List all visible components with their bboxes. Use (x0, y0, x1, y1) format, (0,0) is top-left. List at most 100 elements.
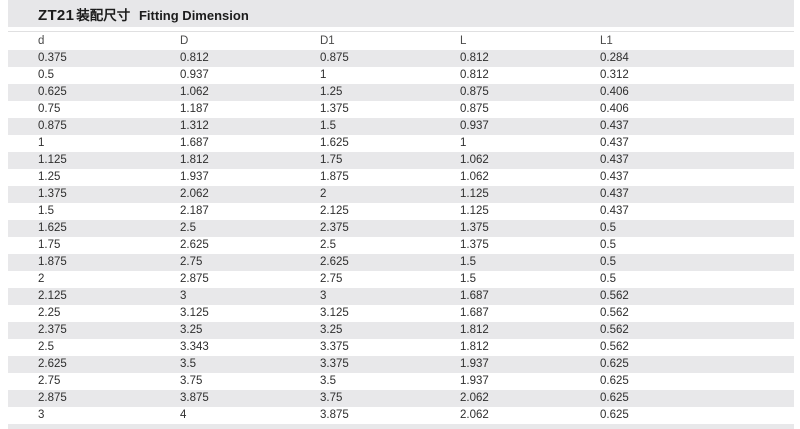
table-row: 1.125 1.812 1.75 1.062 0.437 (8, 152, 794, 169)
table-row: 1.375 2.062 2 1.125 0.437 (8, 186, 794, 203)
cell-D1: 3.875 (320, 409, 349, 421)
cell-d: 0.75 (38, 103, 61, 115)
cell-D: 4 (180, 409, 187, 421)
cell-D1: 3.75 (320, 392, 343, 404)
model-number: ZT21 (38, 6, 75, 24)
cell-L1: 0.5 (600, 239, 616, 251)
cell-L1: 0.406 (600, 86, 629, 98)
cell-D: 2.75 (180, 256, 203, 268)
cell-L1: 0.625 (600, 392, 629, 404)
table-row: 1.875 2.75 2.625 1.5 0.5 (8, 254, 794, 271)
table-row: 0.625 1.062 1.25 0.875 0.406 (8, 84, 794, 101)
table-row: 2 2.875 2.75 1.5 0.5 (8, 271, 794, 288)
cell-D: 2.625 (180, 239, 209, 251)
cell-L: 1.062 (460, 154, 489, 166)
cell-D: 0.937 (180, 69, 209, 81)
cell-d: 0.875 (38, 120, 67, 132)
cell-D: 1.937 (180, 171, 209, 183)
cell-L: 1.687 (460, 290, 489, 302)
table-row: 2.375 3.25 3.25 1.812 0.562 (8, 322, 794, 339)
cell-D: 3.75 (180, 375, 203, 387)
cell-D1: 1 (320, 69, 327, 81)
cell-d: 1 (38, 137, 45, 149)
cell-L1: 0.625 (600, 358, 629, 370)
cell-L1: 0.5 (600, 273, 616, 285)
cell-D: 3 (180, 290, 187, 302)
cell-L: 0.875 (460, 86, 489, 98)
cell-D1: 2.75 (320, 273, 343, 285)
cell-D1: 1.875 (320, 171, 349, 183)
cell-D1: 0.875 (320, 52, 349, 64)
cell-L1: 0.625 (600, 375, 629, 387)
cell-d: 0.375 (38, 52, 67, 64)
cell-d: 1.375 (38, 188, 67, 200)
cell-L: 0.937 (460, 120, 489, 132)
cutoff-next-row-stripe (8, 424, 794, 429)
cell-d: 1.875 (38, 256, 67, 268)
cell-D1: 3.375 (320, 341, 349, 353)
cell-d: 2.5 (38, 341, 54, 353)
cell-L1: 0.562 (600, 341, 629, 353)
cell-L: 1.125 (460, 188, 489, 200)
column-header-L1: L1 (600, 35, 613, 47)
title-band: ZT21 装配尺寸 Fitting Dimension (8, 0, 794, 27)
cell-d: 1.125 (38, 154, 67, 166)
table-row: 1.625 2.5 2.375 1.375 0.5 (8, 220, 794, 237)
table-row: 1 1.687 1.625 1 0.437 (8, 135, 794, 152)
cell-d: 2.875 (38, 392, 67, 404)
cell-d: 2.375 (38, 324, 67, 336)
cell-D: 3.5 (180, 358, 196, 370)
cell-d: 1.25 (38, 171, 61, 183)
cell-D: 2.5 (180, 222, 196, 234)
cell-D: 2.187 (180, 205, 209, 217)
cell-L1: 0.437 (600, 205, 629, 217)
cell-D1: 3.375 (320, 358, 349, 370)
cell-D1: 2.125 (320, 205, 349, 217)
cell-d: 1.625 (38, 222, 67, 234)
column-header-d: d (38, 35, 45, 47)
cell-d: 3 (38, 409, 45, 421)
table-row: 1.75 2.625 2.5 1.375 0.5 (8, 237, 794, 254)
cell-L1: 0.437 (600, 171, 629, 183)
cell-L: 1.375 (460, 239, 489, 251)
cell-d: 0.5 (38, 69, 54, 81)
table-row: 2.75 3.75 3.5 1.937 0.625 (8, 373, 794, 390)
cell-L1: 0.437 (600, 154, 629, 166)
cell-D: 3.125 (180, 307, 209, 319)
cell-D: 1.687 (180, 137, 209, 149)
cell-L1: 0.437 (600, 137, 629, 149)
cell-D1: 2.5 (320, 239, 336, 251)
title-english: Fitting Dimension (138, 7, 249, 23)
table-row: 2.125 3 3 1.687 0.562 (8, 288, 794, 305)
table-row: 0.5 0.937 1 0.812 0.312 (8, 67, 794, 84)
cell-D1: 3.125 (320, 307, 349, 319)
cell-D1: 3 (320, 290, 327, 302)
cell-L: 0.812 (460, 52, 489, 64)
cell-L1: 0.625 (600, 409, 629, 421)
cell-L1: 0.406 (600, 103, 629, 115)
cell-L1: 0.562 (600, 324, 629, 336)
cell-d: 2.125 (38, 290, 67, 302)
cell-L1: 0.437 (600, 188, 629, 200)
cell-D1: 1.625 (320, 137, 349, 149)
cell-D: 1.812 (180, 154, 209, 166)
cell-L: 0.812 (460, 69, 489, 81)
cell-L: 1.5 (460, 273, 476, 285)
fitting-dimension-table: d D D1 L L1 0.375 0.812 0.875 0.812 0.284 0.5… (8, 33, 794, 424)
cell-L: 1 (460, 137, 467, 149)
column-header-D1: D1 (320, 35, 335, 47)
cell-L: 1.937 (460, 375, 489, 387)
cell-D1: 1.25 (320, 86, 343, 98)
table-row: 2.625 3.5 3.375 1.937 0.625 (8, 356, 794, 373)
cell-L: 1.5 (460, 256, 476, 268)
cell-D1: 1.375 (320, 103, 349, 115)
cell-d: 1.75 (38, 239, 61, 251)
cell-d: 2.75 (38, 375, 61, 387)
cell-D: 2.875 (180, 273, 209, 285)
cell-D: 3.343 (180, 341, 209, 353)
cell-L: 1.375 (460, 222, 489, 234)
cell-D1: 1.5 (320, 120, 336, 132)
cell-L1: 0.284 (600, 52, 629, 64)
cell-D: 3.875 (180, 392, 209, 404)
